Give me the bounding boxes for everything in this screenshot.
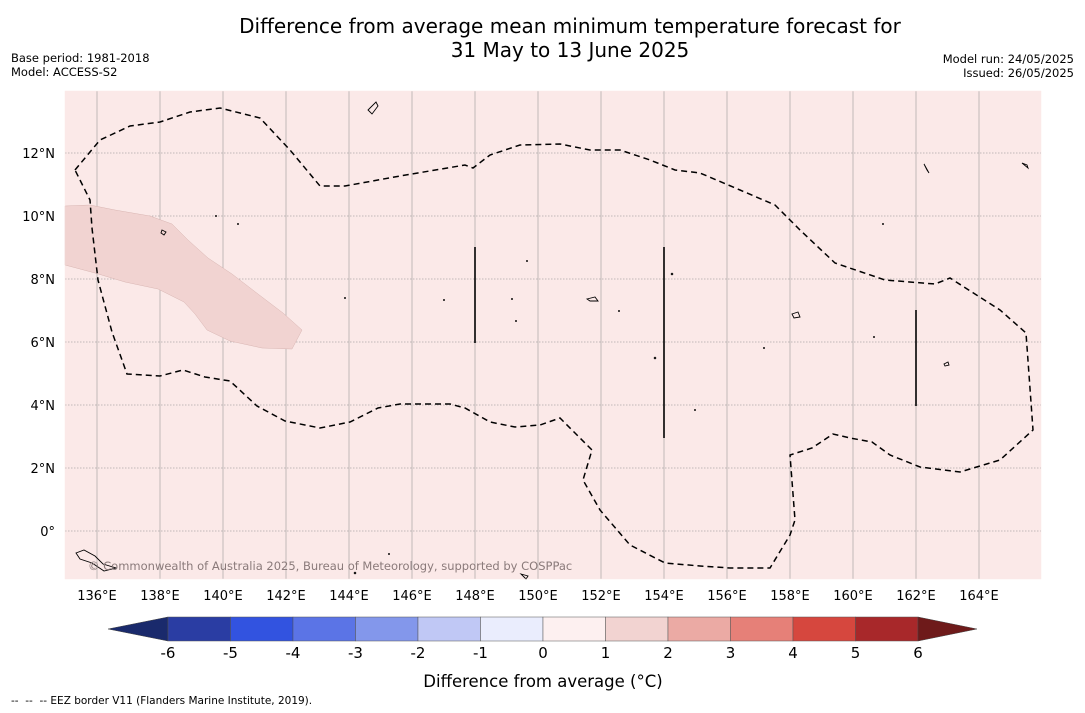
colorbar-tick-label: 1 [601, 644, 611, 662]
title-line-1: Difference from average mean minimum tem… [239, 14, 901, 38]
colorbar-tick-label: -5 [223, 644, 238, 662]
lon-label: 156°E [707, 589, 747, 604]
lon-label: 144°E [329, 589, 369, 604]
lon-label: 164°E [959, 589, 999, 604]
colorbar-segment [855, 616, 919, 642]
meta-right: Model run: 24/05/2025 Issued: 26/05/2025 [943, 52, 1074, 80]
lon-label: 148°E [455, 589, 495, 604]
colorbar-tick-label: -4 [286, 644, 301, 662]
colorbar-segment [292, 616, 356, 642]
lon-label: 140°E [203, 589, 243, 604]
colorbar-segment [605, 616, 669, 642]
colorbar-segment [730, 616, 794, 642]
boundary-markers [474, 247, 917, 438]
lat-label: 4°N [31, 399, 56, 414]
colorbar-segment [792, 616, 856, 642]
chart-title: Difference from average mean minimum tem… [0, 14, 1085, 62]
eez-border [74, 107, 1034, 569]
graticule [65, 91, 1041, 579]
eez-legend-note: -- -- -- EEZ border V11 (Flanders Marine… [11, 695, 313, 707]
lon-label: 136°E [77, 589, 117, 604]
lat-label: 10°N [22, 210, 55, 225]
colorbar-segment [417, 616, 481, 642]
map-background [65, 91, 1041, 579]
copyright-text: © Commonwealth of Australia 2025, Bureau… [88, 559, 572, 573]
lat-label: 6°N [31, 336, 56, 351]
issued-date: Issued: 26/05/2025 [963, 66, 1074, 80]
colorbar-tick-label: 5 [851, 644, 861, 662]
colorbar-segment [667, 616, 731, 642]
colorbar-segment [355, 616, 419, 642]
colorbar-tick-label: 6 [913, 644, 923, 662]
lon-label: 162°E [896, 589, 936, 604]
meta-left: Base period: 1981-2018 Model: ACCESS-S2 [11, 51, 150, 79]
lon-label: 160°E [833, 589, 873, 604]
colorbar-tick-label: -2 [411, 644, 426, 662]
islands [75, 101, 1029, 580]
colorbar: -6 -5 -4 -3 -2 -1 0 1 2 3 4 5 6 [107, 616, 978, 662]
colorbar-extend-low [107, 616, 169, 642]
colorbar-tick-label: 2 [663, 644, 673, 662]
title-line-2: 31 May to 13 June 2025 [450, 38, 690, 62]
colorbar-segment [480, 616, 544, 642]
model-name: Model: ACCESS-S2 [11, 65, 118, 79]
colorbar-tick-label: 0 [538, 644, 548, 662]
lon-label: 142°E [266, 589, 306, 604]
colorbar-extend-high [917, 616, 978, 642]
lon-label: 152°E [581, 589, 621, 604]
base-period: Base period: 1981-2018 [11, 51, 150, 65]
lon-label: 150°E [518, 589, 558, 604]
colorbar-tick-label: 3 [726, 644, 736, 662]
colorbar-tick-label: -6 [161, 644, 176, 662]
colorbar-tick-label: -1 [473, 644, 488, 662]
colorbar-tick-label: 4 [788, 644, 798, 662]
model-run: Model run: 24/05/2025 [942, 52, 1074, 66]
colorbar-label: Difference from average (°C) [423, 672, 662, 691]
lat-label: 12°N [22, 147, 55, 162]
lon-label: 158°E [770, 589, 810, 604]
colorbar-tick-label: -3 [348, 644, 363, 662]
lon-label: 138°E [140, 589, 180, 604]
anomaly-patch [64, 204, 303, 350]
colorbar-segment [230, 616, 294, 642]
colorbar-segment [167, 616, 231, 642]
lat-label: 8°N [31, 273, 56, 288]
colorbar-segment [542, 616, 606, 642]
lat-label: 0° [40, 525, 55, 540]
lon-label: 154°E [644, 589, 684, 604]
lon-label: 146°E [392, 589, 432, 604]
lat-label: 2°N [31, 462, 56, 477]
